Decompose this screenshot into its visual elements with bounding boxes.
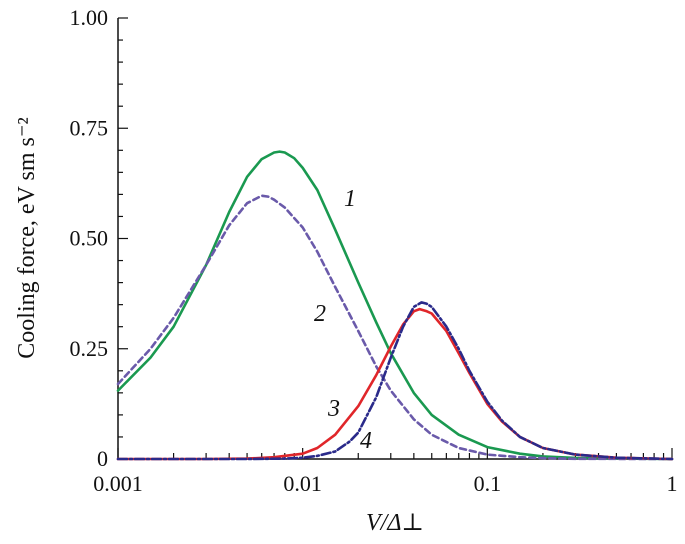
y-tick-label: 0 [97, 446, 108, 471]
y-axis-title: Cooling force, eV sm s⁻² [14, 117, 40, 358]
curve-2 [116, 194, 674, 461]
ticks [117, 17, 673, 460]
curve-label-2: 2 [314, 301, 326, 327]
y-tick-label: 1.00 [70, 5, 109, 30]
x-tick-label: 0.001 [93, 471, 143, 496]
axes [117, 18, 672, 460]
x-axis-title: V/Δ⊥ [366, 510, 424, 536]
curve-3 [116, 307, 674, 461]
curve-label-3: 3 [327, 396, 340, 422]
x-tick-label: 0.01 [283, 471, 322, 496]
curve-label-1: 1 [344, 186, 356, 212]
y-tick-label: 0.75 [70, 115, 109, 140]
y-tick-label: 0.25 [70, 336, 109, 361]
y-tick-label: 0.50 [70, 226, 109, 251]
tick-labels: 0 0.25 0.50 0.75 1.00 0.001 0.01 0.1 1 [70, 5, 678, 496]
curve-4 [116, 301, 674, 461]
curves [116, 150, 674, 461]
x-tick-label: 0.1 [474, 471, 502, 496]
x-tick-label: 1 [667, 471, 678, 496]
curve-labels: 1 2 34 [314, 186, 372, 454]
curve-1 [116, 150, 674, 461]
curve-label-4: 4 [360, 428, 372, 454]
